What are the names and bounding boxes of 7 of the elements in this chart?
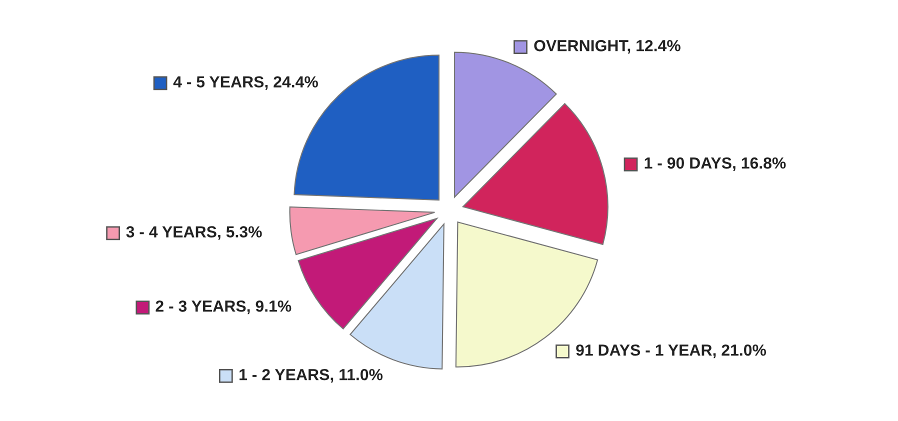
legend-label: 1 - 90 DAYS, 16.8% bbox=[644, 157, 786, 172]
legend-label: OVERNIGHT, 12.4% bbox=[534, 40, 680, 54]
legend-label: 2 - 3 YEARS, 9.1% bbox=[156, 300, 292, 314]
legend-label: 3 - 4 YEARS, 5.3% bbox=[126, 226, 262, 240]
legend-label: 1 - 2 YEARS, 11.0% bbox=[240, 368, 383, 383]
legend-label: 4 - 5 YEARS, 24.4% bbox=[173, 76, 318, 90]
legend-label: 91 DAYS - 1 YEAR, 21.0% bbox=[576, 344, 766, 358]
